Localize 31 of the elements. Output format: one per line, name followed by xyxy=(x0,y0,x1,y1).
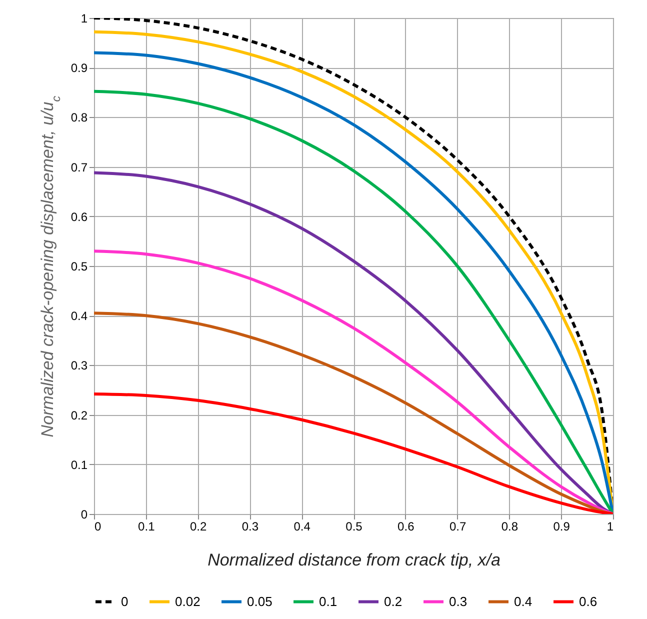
x-tick-label: 0.8 xyxy=(501,520,518,534)
legend-label: 0.3 xyxy=(449,594,468,609)
x-tick-label: 0.4 xyxy=(294,520,311,534)
y-tick-label: 0.3 xyxy=(70,358,88,373)
x-tick-label: 0.7 xyxy=(449,520,466,534)
legend-label: 0.02 xyxy=(175,594,200,609)
y-tick-label: 0.6 xyxy=(70,210,88,224)
y-tick-label: 0.4 xyxy=(70,309,88,324)
x-tick-label: 0.5 xyxy=(346,520,363,534)
legend-label: 0.05 xyxy=(247,594,272,609)
legend-label: 0.6 xyxy=(579,594,598,609)
x-tick-label: 0.9 xyxy=(553,520,570,534)
x-tick-label: 0.6 xyxy=(398,520,415,534)
legend-label: 0 xyxy=(121,594,128,609)
legend-label: 0.2 xyxy=(384,594,402,609)
y-tick-label: 0.2 xyxy=(70,408,88,422)
y-tick-label: 0.9 xyxy=(70,61,88,76)
x-tick-label: 1 xyxy=(606,520,614,534)
x-tick-label: 0.2 xyxy=(190,520,207,534)
x-tick-label: 0.3 xyxy=(242,520,259,534)
y-tick-label: 0.1 xyxy=(70,458,88,472)
legend-label: 0.1 xyxy=(319,594,338,609)
legend-label: 0.4 xyxy=(514,594,532,609)
y-tick-label: 1 xyxy=(80,12,88,26)
y-tick-label: 0.7 xyxy=(70,160,88,174)
x-axis-title: Normalized distance from crack tip, x/a xyxy=(208,550,500,570)
y-tick-label: 0 xyxy=(80,508,88,522)
x-tick-label: 0 xyxy=(94,520,102,534)
y-tick-label: 0.5 xyxy=(70,260,88,274)
x-tick-label: 0.1 xyxy=(138,520,156,534)
y-tick-label: 0.8 xyxy=(70,110,88,125)
